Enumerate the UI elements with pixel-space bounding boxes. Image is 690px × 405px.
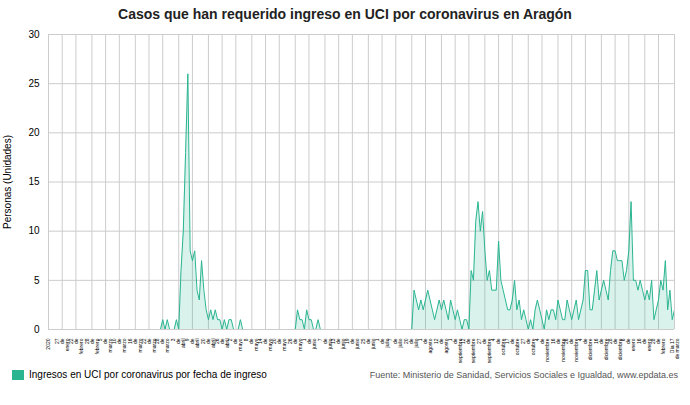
svg-text:28defebrero: 28defebrero [650, 338, 666, 354]
svg-text:1dejunio: 1dejunio [301, 338, 317, 350]
svg-text:7dejulio: 7dejulio [387, 338, 403, 348]
svg-text:6deenero: 6deenero [620, 338, 636, 351]
svg-text:17deoctubre: 17deoctubre [504, 338, 520, 355]
svg-text:9deabril: 9deabril [184, 338, 200, 348]
svg-text:Día 17de marzo: Día 17de marzo [669, 338, 680, 359]
svg-text:5: 5 [34, 275, 40, 286]
svg-text:19dejunio: 19dejunio [344, 338, 360, 350]
svg-text:28demarzo: 28demarzo [154, 338, 170, 352]
svg-text:Personas (Unidades): Personas (Unidades) [2, 135, 13, 229]
svg-text:22defebrero: 22defebrero [68, 338, 84, 354]
svg-text:25: 25 [28, 78, 40, 89]
svg-text:10: 10 [28, 225, 40, 236]
svg-text:20: 20 [28, 127, 40, 138]
svg-text:2demayo: 2demayo [227, 338, 243, 350]
svg-text:4dediciembre: 4dediciembre [577, 338, 593, 360]
svg-text:10demarzo: 10demarzo [111, 338, 127, 352]
svg-text:2020: 2020 [45, 338, 51, 349]
svg-text:1deagosto: 1deagosto [417, 338, 433, 353]
svg-text:12deseptiembre: 12deseptiembre [460, 338, 476, 363]
svg-text:20demayo: 20demayo [271, 338, 287, 350]
svg-text:15: 15 [28, 176, 40, 187]
svg-text:30: 30 [28, 29, 40, 40]
svg-text:4denoviembre: 4denoviembre [534, 338, 550, 362]
svg-text:0: 0 [34, 324, 40, 335]
